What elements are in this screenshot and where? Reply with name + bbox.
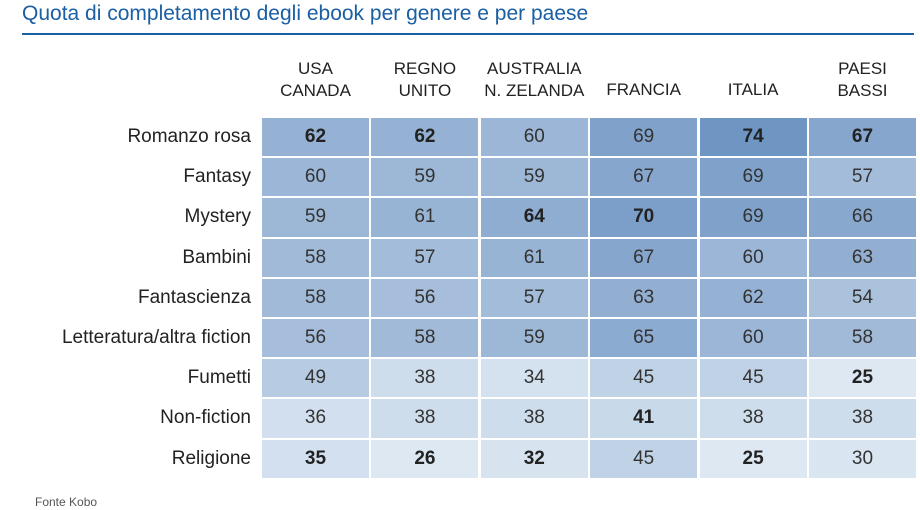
table-cell: 56 — [262, 319, 369, 358]
row-label: Fantascienza — [137, 286, 251, 308]
table-cell: 74 — [699, 118, 807, 157]
table-cell: 65 — [590, 319, 698, 358]
table-cell: 60 — [699, 238, 807, 277]
table-cell: 58 — [262, 238, 369, 277]
table-cell: 34 — [480, 359, 588, 398]
table-cell: 59 — [480, 158, 588, 197]
table-cell: 57 — [809, 158, 916, 197]
table-cell: 62 — [371, 118, 479, 157]
table-cell: 61 — [371, 198, 479, 237]
row-label: Fantasy — [183, 166, 251, 188]
table-cell: 63 — [809, 238, 916, 277]
table-cell: 54 — [809, 278, 916, 317]
table-cell: 25 — [809, 359, 916, 398]
table-cell: 41 — [590, 399, 698, 438]
table-cell: 32 — [480, 439, 588, 478]
table-cell: 62 — [699, 278, 807, 317]
table-cell: 67 — [590, 158, 698, 197]
table-cell: 61 — [480, 238, 588, 277]
column-header: REGNO UNITO — [367, 55, 482, 105]
table-cell: 60 — [262, 158, 369, 197]
table-cell: 66 — [809, 198, 916, 237]
source-note: Fonte Kobo — [35, 495, 98, 509]
table-cell: 69 — [699, 158, 807, 197]
column-header-line1: AUSTRALIA — [487, 59, 582, 78]
table-cell: 60 — [699, 319, 807, 358]
table-cell: 59 — [480, 319, 588, 358]
column-header-line1: USA — [298, 59, 333, 78]
table-cell: 38 — [371, 399, 479, 438]
row-label: Fumetti — [187, 367, 251, 389]
title-underline — [22, 33, 914, 35]
table-cell: 70 — [590, 198, 698, 237]
chart-title: Quota di completamento degli ebook per g… — [22, 2, 589, 25]
column-header: ITALIA — [696, 55, 811, 103]
table-cell: 63 — [590, 278, 698, 317]
table-cell: 59 — [371, 158, 479, 197]
table-cell: 38 — [699, 399, 807, 438]
table-cell: 45 — [590, 359, 698, 398]
table-cell: 57 — [371, 238, 479, 277]
table-cell: 45 — [699, 359, 807, 398]
table-cell: 58 — [809, 319, 916, 358]
row-label: Bambini — [182, 246, 251, 268]
row-label: Religione — [171, 447, 251, 469]
table-cell: 59 — [262, 198, 369, 237]
table-cell: 38 — [809, 399, 916, 438]
row-label: Romanzo rosa — [127, 126, 251, 148]
column-header-line1: REGNO — [393, 59, 457, 78]
column-header-line2: CANADA — [280, 81, 351, 100]
table-cell: 67 — [809, 118, 916, 157]
table-cell: 25 — [699, 439, 807, 478]
table-cell: 30 — [809, 439, 916, 478]
column-header: USA CANADA — [258, 55, 373, 105]
table-cell: 58 — [371, 319, 479, 358]
table-cell: 69 — [590, 118, 698, 157]
table-cell: 38 — [371, 359, 479, 398]
row-label: Letteratura/altra fiction — [61, 327, 251, 349]
table-cell: 60 — [480, 118, 588, 157]
column-header: AUSTRALIA N. ZELANDA — [477, 55, 592, 105]
column-header-line2: N. ZELANDA — [484, 81, 585, 100]
table-cell: 62 — [262, 118, 369, 157]
column-header-line2: BASSI — [837, 81, 888, 100]
table-cell: 26 — [371, 439, 479, 478]
row-label: Mystery — [184, 206, 252, 228]
table-cell: 38 — [480, 399, 588, 438]
column-header-line1: PAESI — [838, 59, 887, 78]
table-cell: 64 — [480, 198, 588, 237]
column-header-line2: ITALIA — [727, 80, 779, 99]
table-cell: 69 — [699, 198, 807, 237]
table-cell: 56 — [371, 278, 479, 317]
column-header-line2: FRANCIA — [606, 80, 681, 99]
table-cell: 67 — [590, 238, 698, 277]
table-cell: 35 — [262, 439, 369, 478]
column-header-line2: UNITO — [398, 81, 452, 100]
table-cell: 57 — [480, 278, 588, 317]
table-cell: 36 — [262, 399, 369, 438]
table-cell: 49 — [262, 359, 369, 398]
table-cell: 45 — [590, 439, 698, 478]
column-header: PAESI BASSI — [805, 55, 920, 105]
column-header: FRANCIA — [586, 55, 701, 103]
row-label: Non-fiction — [160, 407, 251, 429]
table-cell: 58 — [262, 278, 369, 317]
